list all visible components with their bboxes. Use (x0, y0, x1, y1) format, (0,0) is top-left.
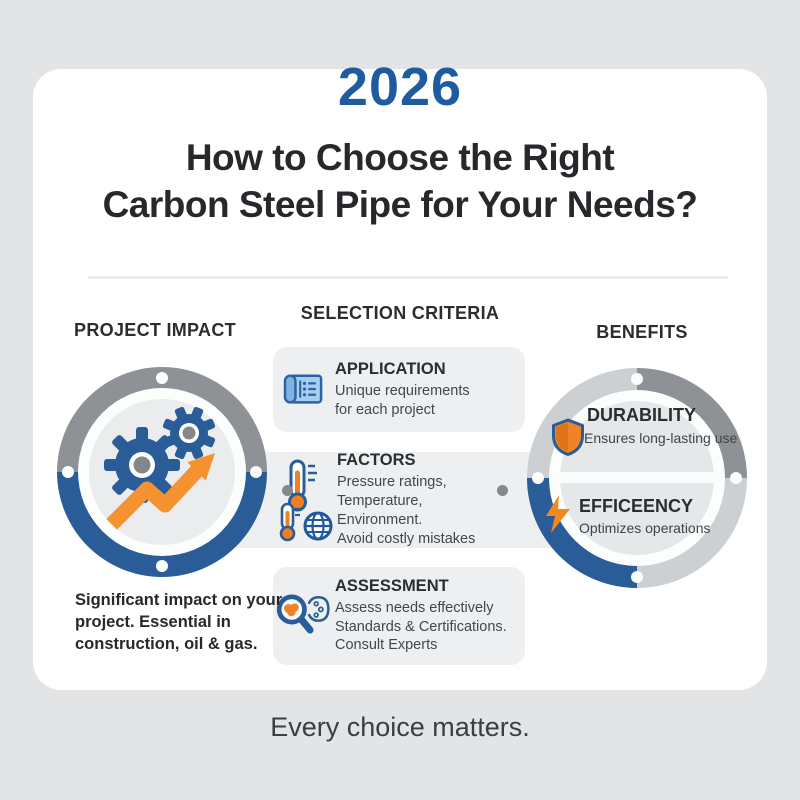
factors-title: FACTORS (337, 451, 416, 470)
magnifier-brain-icon (273, 591, 335, 641)
lightning-icon (546, 495, 570, 533)
assessment-card: ASSESSMENT Assess needs effectively Stan… (273, 567, 525, 665)
project-impact-caption: Significant impact on your project. Esse… (75, 591, 283, 653)
gears-growth-arrow-icon (104, 406, 216, 530)
factors-card: FACTORS Pressure ratings, Temperature, E… (275, 451, 517, 548)
connector-dot-right (497, 485, 508, 496)
title-divider (88, 276, 728, 279)
project-impact-circle (57, 367, 267, 577)
blueprint-scroll-icon (273, 371, 335, 409)
benefits-header: BENEFITS (596, 322, 688, 342)
durability-desc: Ensures long-lasting use (584, 430, 738, 446)
flange-bolt-icon (631, 571, 643, 583)
project-impact-header: PROJECT IMPACT (74, 320, 236, 340)
application-desc: Unique requirements for each project (335, 382, 470, 418)
factors-desc: Pressure ratings, Temperature, Environme… (337, 474, 476, 547)
footer-tagline: Every choice matters. (270, 712, 530, 742)
assessment-title: ASSESSMENT (335, 576, 449, 595)
selection-criteria-header: SELECTION CRITERIA (300, 303, 500, 323)
efficiency-desc: Optimizes operations (579, 520, 711, 536)
flange-bolt-icon (250, 466, 262, 478)
durability-title: DURABILITY (587, 405, 696, 425)
benefits-divider (551, 472, 723, 483)
flange-bolt-icon (156, 560, 168, 572)
thermometer-globe-icon (275, 458, 337, 542)
application-card: APPLICATION Unique requirements for each… (273, 347, 525, 432)
page-title: How to Choose the Right Carbon Steel Pip… (102, 137, 698, 226)
flange-bolt-icon (156, 372, 168, 384)
application-title: APPLICATION (335, 359, 446, 378)
flange-bolt-icon (631, 373, 643, 385)
connector-dot-left (282, 485, 293, 496)
shield-icon (552, 418, 584, 456)
flange-bolt-icon (532, 472, 544, 484)
assessment-desc: Assess needs effectively Standards & Cer… (335, 599, 507, 654)
benefits-circle: DURABILITY Ensures long-lasting use EFFI… (527, 368, 747, 588)
year-label: 2026 (337, 57, 463, 117)
flange-bolt-icon (62, 466, 74, 478)
efficiency-title: EFFICEENCY (579, 496, 694, 516)
flange-bolt-icon (730, 472, 742, 484)
